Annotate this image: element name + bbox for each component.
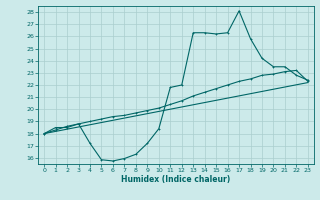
X-axis label: Humidex (Indice chaleur): Humidex (Indice chaleur) bbox=[121, 175, 231, 184]
